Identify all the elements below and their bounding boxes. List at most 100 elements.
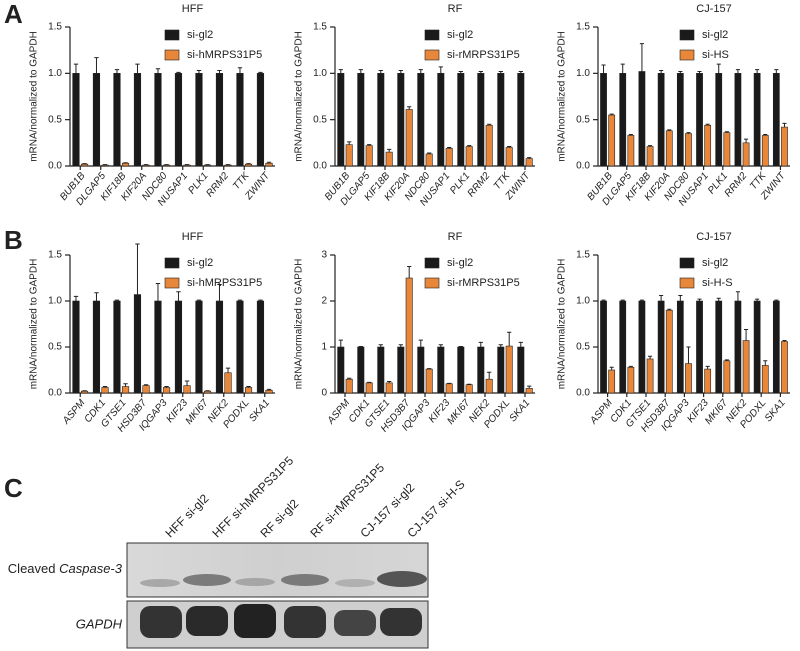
bar	[657, 300, 665, 394]
bar	[92, 300, 101, 394]
bar	[638, 71, 646, 167]
error-bar	[338, 339, 343, 347]
error-bar	[94, 57, 99, 74]
bar	[676, 300, 684, 394]
bar	[465, 146, 473, 167]
error-bar	[467, 145, 472, 147]
bar	[215, 300, 224, 394]
band	[284, 606, 326, 638]
bar	[437, 346, 445, 394]
error-bar	[724, 359, 729, 361]
bar	[345, 144, 353, 167]
blot-membrane	[126, 542, 429, 598]
error-bar	[114, 69, 120, 74]
legend-swatch	[424, 277, 440, 289]
bar	[256, 73, 265, 167]
bar	[485, 124, 493, 167]
x-tick-label: ASPM	[325, 397, 353, 427]
bar	[203, 390, 212, 394]
lane-label: CJ-157 si-H-S	[404, 477, 467, 540]
error-bar	[639, 43, 644, 72]
bar	[142, 385, 150, 394]
bar	[154, 73, 162, 167]
bar	[365, 145, 373, 167]
error-bar	[73, 63, 79, 74]
error-bar	[716, 297, 721, 301]
error-bar	[447, 146, 452, 149]
bar	[377, 346, 385, 394]
x-tick-label: MKI67	[184, 397, 211, 427]
bar	[174, 73, 183, 167]
bar	[133, 294, 142, 394]
error-bar	[527, 157, 532, 159]
panel-label: C	[4, 473, 23, 503]
error-bar	[724, 131, 729, 133]
error-bar	[347, 377, 352, 380]
bar	[465, 384, 473, 394]
chart-title: RF	[448, 231, 463, 243]
bar	[485, 378, 493, 394]
bar	[154, 300, 162, 394]
bar	[665, 309, 673, 394]
error-bar	[114, 299, 120, 301]
bar	[113, 73, 121, 167]
y-tick-label: 1.5	[576, 22, 590, 33]
error-bar	[667, 129, 672, 131]
bar	[445, 383, 453, 394]
bar	[101, 164, 109, 167]
bar	[445, 148, 453, 167]
y-axis-label: mRNA/normalized to GAPDH	[29, 31, 40, 162]
error-bar	[609, 113, 614, 116]
bar	[525, 388, 533, 394]
bar	[517, 346, 525, 394]
bar	[723, 360, 731, 394]
error-bar	[155, 283, 161, 301]
bar	[696, 300, 703, 394]
bar	[195, 300, 203, 394]
error-bar	[143, 384, 149, 386]
error-bar	[487, 371, 492, 380]
bar	[236, 73, 244, 167]
bar	[457, 73, 465, 167]
error-bar	[94, 292, 99, 301]
legend-label: si-gl2	[187, 257, 213, 269]
bar	[174, 300, 183, 394]
error-bar	[755, 69, 760, 74]
band	[140, 579, 180, 587]
y-tick-label: 1.0	[576, 296, 590, 307]
bar	[405, 277, 413, 394]
panel-label: A	[4, 0, 23, 29]
error-bar	[367, 144, 372, 146]
bar	[676, 73, 684, 167]
bar	[685, 363, 692, 394]
error-bar	[398, 70, 403, 74]
bar	[715, 73, 723, 167]
error-bar	[246, 386, 251, 388]
legend-label: si-rMRPS31P5	[447, 49, 520, 61]
error-bar	[418, 69, 423, 74]
error-bar	[705, 123, 710, 126]
bar	[121, 386, 130, 394]
bar	[215, 73, 224, 167]
error-bar	[782, 340, 787, 342]
error-bar	[155, 68, 161, 74]
error-bar	[123, 383, 128, 387]
bar	[497, 346, 505, 394]
error-bar	[438, 66, 443, 74]
error-bar	[774, 69, 779, 74]
bar	[337, 346, 345, 394]
error-bar	[73, 295, 79, 301]
bar	[72, 73, 80, 167]
bar	[357, 346, 365, 394]
error-bar	[697, 70, 702, 74]
bar	[72, 300, 80, 394]
band	[186, 606, 228, 636]
error-bar	[678, 70, 683, 74]
y-tick-label: 1.5	[576, 250, 590, 261]
bar	[600, 73, 607, 167]
error-bar	[102, 386, 108, 388]
panel-label: B	[4, 225, 23, 255]
bar	[742, 340, 750, 394]
error-bar	[487, 123, 492, 126]
